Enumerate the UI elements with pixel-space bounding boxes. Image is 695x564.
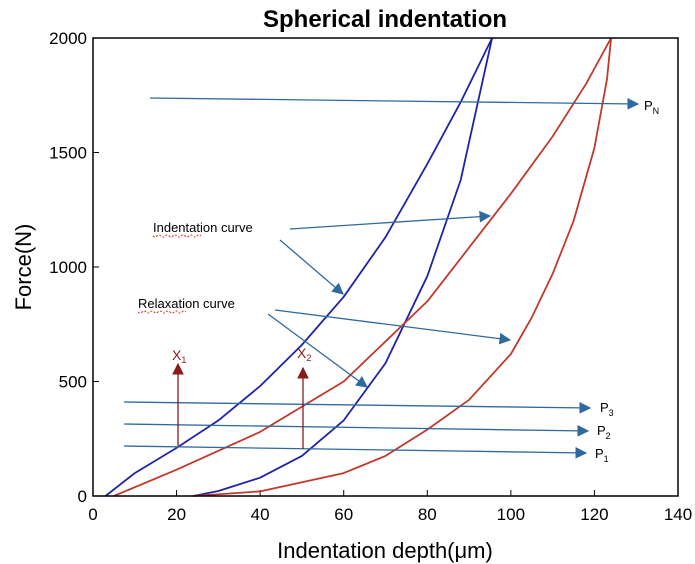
- indentation-arrow-red: [289, 210, 492, 230]
- x-tick-label-3: 60: [334, 505, 353, 524]
- series-line-1: [193, 37, 493, 497]
- y-tick-label-0: 0: [78, 487, 87, 506]
- series-line-3: [193, 37, 612, 497]
- x-tick-label-7: 140: [664, 505, 692, 524]
- pn-arrow: [149, 97, 640, 110]
- y-tick-label-1: 500: [59, 373, 87, 392]
- x-tick-label-4: 80: [418, 505, 437, 524]
- relaxation-underline: [137, 310, 187, 314]
- x-axis-label: Indentation depth(μm): [277, 538, 493, 563]
- series-line-0: [104, 37, 493, 497]
- y-tick-label-2: 1000: [49, 258, 87, 277]
- relaxation-arrow-red: [274, 309, 512, 345]
- p1-label: P1: [595, 446, 609, 464]
- x-tick-label-1: 20: [167, 505, 186, 524]
- y-tick-label-4: 2000: [49, 29, 87, 48]
- series-layer: [104, 37, 612, 497]
- x2-label: X2: [297, 345, 311, 363]
- x1-label: X1: [172, 347, 186, 365]
- x-tick-label-6: 120: [580, 505, 608, 524]
- p3-arrow: [123, 401, 592, 414]
- plot-frame: [92, 37, 679, 497]
- relaxation-curve-label: Relaxation curve: [138, 296, 235, 311]
- x-tick-label-0: 0: [88, 505, 97, 524]
- y-tick-label-3: 1500: [49, 144, 87, 163]
- indentation-arrow-blue: [279, 239, 344, 295]
- p3-label: P3: [600, 400, 614, 418]
- series-line-2: [113, 37, 612, 497]
- p1-arrow: [123, 445, 588, 459]
- y-axis-label: Force(N): [11, 224, 36, 311]
- axis-ticks: 0 20 40 60 80 100 120 140 0 500 1000 1500 2000: [49, 29, 692, 524]
- indentation-underline: [152, 234, 202, 238]
- p2-arrow: [123, 423, 590, 437]
- indentation-curve-label: Indentation curve: [153, 220, 253, 235]
- chart-title: Spherical indentation: [263, 6, 507, 33]
- pn-label: PN: [644, 98, 659, 116]
- annotations: PN Indentation curve Relaxation curve P3…: [123, 97, 659, 464]
- x-tick-label-5: 100: [497, 505, 525, 524]
- p2-label: P2: [597, 423, 611, 441]
- x-tick-label-2: 40: [251, 505, 270, 524]
- relaxation-arrow-blue: [267, 313, 368, 388]
